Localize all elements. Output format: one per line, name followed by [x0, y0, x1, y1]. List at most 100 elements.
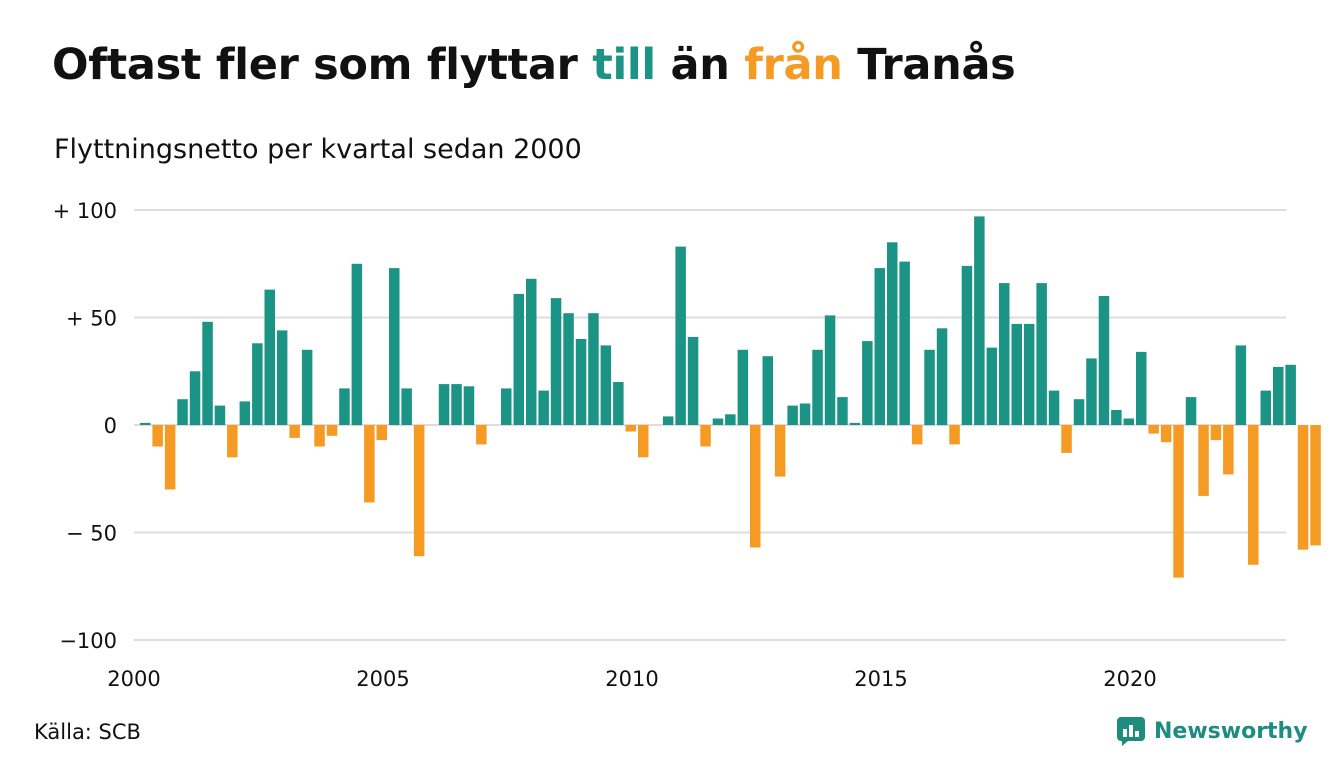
bar [762, 356, 773, 425]
bar [949, 425, 960, 445]
chart-title: Oftast fler som flyttar till än från Tra… [52, 40, 1016, 90]
bar [264, 289, 275, 425]
x-tick-label: 2015 [854, 667, 907, 691]
bars [140, 216, 1321, 578]
newsworthy-logo-icon [1117, 717, 1145, 746]
bar [476, 425, 487, 445]
bar [1210, 425, 1222, 441]
bar [849, 422, 861, 425]
bar [1148, 425, 1159, 434]
bar [1198, 425, 1209, 496]
bar [700, 425, 711, 447]
y-tick-label: + 50 [66, 307, 117, 331]
bar [1098, 296, 1110, 425]
bar [214, 405, 226, 425]
bar [899, 261, 910, 425]
bar [687, 336, 699, 425]
y-axis-ticks: + 100 + 50 0 − 50 −100 [53, 199, 117, 653]
bar [451, 384, 462, 425]
title-part-1: Oftast fler som flyttar [52, 40, 593, 90]
bar [824, 315, 836, 425]
x-axis-ticks: 2000 2005 2010 2015 2020 [107, 667, 1156, 691]
bar [314, 425, 325, 447]
bar [189, 371, 201, 426]
bar [538, 390, 549, 425]
bar [961, 265, 973, 425]
bar [301, 349, 313, 426]
bar [999, 283, 1010, 425]
bar [1285, 364, 1296, 425]
bar [1297, 425, 1309, 550]
bar [1073, 399, 1085, 425]
bar [276, 330, 288, 425]
bar [351, 263, 363, 426]
bar [1123, 418, 1134, 425]
bar [389, 268, 400, 425]
bar [787, 405, 798, 425]
bar [799, 403, 811, 425]
bar [874, 268, 885, 425]
bar [289, 425, 300, 438]
chart-subtitle: Flyttningsnetto per kvartal sedan 2000 [54, 134, 582, 165]
bar [600, 345, 612, 425]
bar [252, 343, 263, 425]
bar [575, 339, 587, 425]
title-highlight-till: till [592, 40, 656, 90]
bar [1160, 425, 1172, 443]
bar [1011, 323, 1022, 425]
bar [513, 293, 524, 425]
x-tick-label: 2020 [1103, 667, 1156, 691]
bar [463, 386, 475, 425]
bar [1061, 425, 1072, 453]
bar [936, 328, 948, 426]
bar [1048, 390, 1060, 425]
bar [550, 298, 562, 425]
bar [1310, 425, 1321, 546]
x-tick-label: 2000 [107, 667, 160, 691]
bar [401, 388, 412, 425]
bar [227, 425, 238, 458]
bar [911, 425, 923, 445]
bar [1136, 351, 1147, 425]
y-tick-label: + 100 [53, 199, 117, 223]
bar [1248, 425, 1259, 565]
bar [164, 425, 176, 490]
bar [737, 349, 749, 426]
y-tick-label: − 50 [66, 522, 117, 546]
bar [326, 425, 338, 436]
bar [712, 418, 724, 425]
bar [526, 278, 537, 425]
source-note: Källa: SCB [34, 720, 141, 744]
title-part-3: än [655, 40, 745, 90]
bar [750, 425, 761, 548]
bar [1023, 323, 1035, 425]
title-highlight-fran: från [744, 40, 843, 90]
title-part-5: Tranås [842, 40, 1016, 90]
bar [1185, 397, 1197, 425]
bar [1223, 425, 1234, 475]
bar [812, 349, 823, 426]
bar [774, 425, 786, 477]
bar [675, 246, 686, 425]
bar [725, 414, 736, 426]
x-tick-label: 2010 [605, 667, 658, 691]
bar [1273, 366, 1284, 425]
bar [837, 397, 848, 425]
newsworthy-logo: Newsworthy [1116, 712, 1308, 750]
bar [202, 321, 213, 425]
bar [662, 416, 674, 425]
bar [862, 341, 873, 425]
bar [1111, 410, 1122, 425]
bar [413, 425, 425, 557]
bar [563, 313, 574, 425]
brand-name: Newsworthy [1154, 718, 1308, 744]
bar [625, 425, 636, 432]
bar [140, 422, 151, 425]
bar-chart: + 100 + 50 0 − 50 −100 2000 2005 2010 2015 2020 [53, 199, 1321, 691]
bar [364, 425, 375, 503]
bar [986, 347, 998, 425]
bar [638, 425, 649, 458]
y-tick-label: 0 [104, 414, 117, 438]
bar [152, 425, 163, 447]
x-tick-label: 2005 [356, 667, 409, 691]
